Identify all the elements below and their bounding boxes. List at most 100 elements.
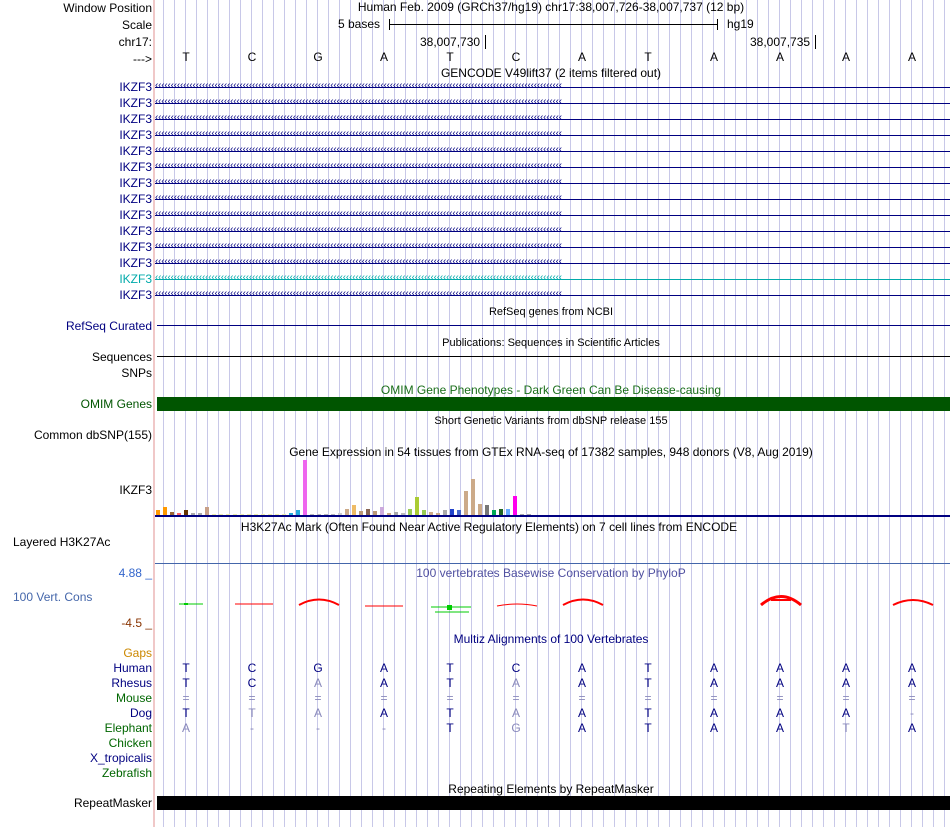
gencode-transcript[interactable]: ‹‹‹‹‹‹‹‹‹‹‹‹‹‹‹‹‹‹‹‹‹‹‹‹‹‹‹‹‹‹‹‹‹‹‹‹‹‹‹‹… xyxy=(155,192,950,206)
gencode-transcript[interactable]: ‹‹‹‹‹‹‹‹‹‹‹‹‹‹‹‹‹‹‹‹‹‹‹‹‹‹‹‹‹‹‹‹‹‹‹‹‹‹‹‹… xyxy=(155,112,950,126)
species-label[interactable]: Zebrafish xyxy=(101,766,152,780)
gtex-tissue-bar[interactable] xyxy=(296,510,300,515)
gtex-tissue-bar[interactable] xyxy=(366,509,370,515)
gtex-tissue-bar[interactable] xyxy=(170,512,174,515)
gtex-tissue-bar[interactable] xyxy=(324,514,328,515)
gencode-transcript[interactable]: ‹‹‹‹‹‹‹‹‹‹‹‹‹‹‹‹‹‹‹‹‹‹‹‹‹‹‹‹‹‹‹‹‹‹‹‹‹‹‹‹… xyxy=(155,160,950,174)
gencode-item-label[interactable]: IKZF3 xyxy=(119,208,152,222)
gtex-tissue-bar[interactable] xyxy=(352,505,356,515)
rmsk-track-title[interactable]: Repeating Elements by RepeatMasker xyxy=(448,782,654,796)
publications-track-title[interactable]: Publications: Sequences in Scientific Ar… xyxy=(442,337,660,349)
gtex-tissue-bar[interactable] xyxy=(464,491,468,515)
gtex-tissue-bar[interactable] xyxy=(408,509,412,515)
gtex-tissue-bar[interactable] xyxy=(401,513,405,515)
gencode-transcript[interactable]: ‹‹‹‹‹‹‹‹‹‹‹‹‹‹‹‹‹‹‹‹‹‹‹‹‹‹‹‹‹‹‹‹‹‹‹‹‹‹‹‹… xyxy=(155,272,950,286)
species-label[interactable]: Rhesus xyxy=(111,676,152,690)
species-label[interactable]: Chicken xyxy=(108,736,152,750)
gtex-tissue-bar[interactable] xyxy=(331,514,335,515)
gtex-tissue-bar[interactable] xyxy=(394,512,398,515)
h3k27ac-signal-line[interactable] xyxy=(155,563,950,564)
gtex-tissue-bar[interactable] xyxy=(317,514,321,515)
gencode-transcript[interactable]: ‹‹‹‹‹‹‹‹‹‹‹‹‹‹‹‹‹‹‹‹‹‹‹‹‹‹‹‹‹‹‹‹‹‹‹‹‹‹‹‹… xyxy=(155,144,950,158)
gtex-tissue-bar[interactable] xyxy=(191,513,195,515)
gtex-tissue-bar[interactable] xyxy=(205,507,209,515)
gtex-tissue-bar[interactable] xyxy=(163,507,167,515)
gtex-tissue-bar[interactable] xyxy=(359,511,363,515)
gtex-tissue-bar[interactable] xyxy=(268,514,272,515)
scale-label[interactable]: Scale xyxy=(121,18,152,32)
refseq-label[interactable]: RefSeq Curated xyxy=(65,319,152,333)
gtex-tissue-bar[interactable] xyxy=(506,509,510,515)
gencode-transcript[interactable]: ‹‹‹‹‹‹‹‹‹‹‹‹‹‹‹‹‹‹‹‹‹‹‹‹‹‹‹‹‹‹‹‹‹‹‹‹‹‹‹‹… xyxy=(155,96,950,110)
dbsnp-label[interactable]: Common dbSNP(155) xyxy=(33,428,152,442)
gtex-tissue-bar[interactable] xyxy=(373,511,377,515)
gencode-transcript[interactable]: ‹‹‹‹‹‹‹‹‹‹‹‹‹‹‹‹‹‹‹‹‹‹‹‹‹‹‹‹‹‹‹‹‹‹‹‹‹‹‹‹… xyxy=(155,224,950,238)
species-label[interactable]: Dog xyxy=(129,706,152,720)
gtex-tissue-bar[interactable] xyxy=(520,514,524,515)
gencode-item-label[interactable]: IKZF3 xyxy=(119,288,152,302)
sequences-label[interactable]: Sequences xyxy=(91,350,152,364)
gencode-item-label[interactable]: IKZF3 xyxy=(119,256,152,270)
gencode-item-label[interactable]: IKZF3 xyxy=(119,80,152,94)
repeatmasker-label[interactable]: RepeatMasker xyxy=(73,796,152,810)
gtex-tissue-bar[interactable] xyxy=(282,514,286,515)
species-label[interactable]: Mouse xyxy=(115,691,152,705)
gtex-tissue-bar[interactable] xyxy=(219,514,223,515)
omim-label[interactable]: OMIM Genes xyxy=(80,397,152,411)
gencode-track-title[interactable]: GENCODE V49lift37 (2 items filtered out) xyxy=(440,66,662,80)
gaps-label[interactable]: Gaps xyxy=(123,646,152,660)
gencode-transcript[interactable]: ‹‹‹‹‹‹‹‹‹‹‹‹‹‹‹‹‹‹‹‹‹‹‹‹‹‹‹‹‹‹‹‹‹‹‹‹‹‹‹‹… xyxy=(155,208,950,222)
species-label[interactable]: Human xyxy=(113,661,152,675)
refseq-track-title[interactable]: RefSeq genes from NCBI xyxy=(488,306,614,318)
gtex-tissue-bar[interactable] xyxy=(457,510,461,515)
gencode-item-label[interactable]: IKZF3 xyxy=(119,224,152,238)
dbsnp-track-title[interactable]: Short Genetic Variants from dbSNP releas… xyxy=(434,415,668,427)
gtex-tissue-bar[interactable] xyxy=(380,507,384,515)
gtex-tissue-bar[interactable] xyxy=(436,513,440,515)
gencode-item-label[interactable]: IKZF3 xyxy=(119,272,152,286)
gtex-tissue-bar[interactable] xyxy=(387,513,391,515)
gencode-item-label[interactable]: IKZF3 xyxy=(119,128,152,142)
gencode-item-label[interactable]: IKZF3 xyxy=(119,160,152,174)
gencode-item-label[interactable]: IKZF3 xyxy=(119,96,152,110)
gtex-tissue-bar[interactable] xyxy=(422,510,426,515)
gtex-tissue-bar[interactable] xyxy=(247,514,251,515)
gtex-track-title[interactable]: Gene Expression in 54 tissues from GTEx … xyxy=(289,445,813,459)
gtex-tissue-bar[interactable] xyxy=(156,510,160,515)
omim-track-title[interactable]: OMIM Gene Phenotypes - Dark Green Can Be… xyxy=(380,383,722,397)
track-display-area[interactable]: Human Feb. 2009 (GRCh37/hg19) chr17:38,0… xyxy=(155,0,950,827)
gtex-tissue-bar[interactable] xyxy=(471,479,475,515)
h3k27ac-track-title[interactable]: H3K27Ac Mark (Often Found Near Active Re… xyxy=(240,520,738,534)
gencode-transcript[interactable]: ‹‹‹‹‹‹‹‹‹‹‹‹‹‹‹‹‹‹‹‹‹‹‹‹‹‹‹‹‹‹‹‹‹‹‹‹‹‹‹‹… xyxy=(155,240,950,254)
refseq-gene-line[interactable] xyxy=(157,325,950,326)
window-position-label[interactable]: Window Position xyxy=(63,1,152,15)
species-label[interactable]: Elephant xyxy=(104,721,152,735)
cons-label[interactable]: 100 Vert. Cons xyxy=(13,590,93,604)
publications-sequence-line[interactable] xyxy=(157,356,950,357)
strand-label[interactable]: ---> xyxy=(133,52,152,66)
gtex-tissue-bar[interactable] xyxy=(261,514,265,515)
gtex-tissue-bar[interactable] xyxy=(240,514,244,515)
gtex-tissue-bar[interactable] xyxy=(184,510,188,515)
gtex-tissue-bar[interactable] xyxy=(198,513,202,515)
gtex-gene-label[interactable]: IKZF3 xyxy=(119,483,152,497)
gtex-tissue-bar[interactable] xyxy=(443,510,447,515)
gencode-item-label[interactable]: IKZF3 xyxy=(119,112,152,126)
gtex-tissue-bar[interactable] xyxy=(289,513,293,515)
species-label[interactable]: X_tropicalis xyxy=(89,751,152,765)
multiz-track-title[interactable]: Multiz Alignments of 100 Vertebrates xyxy=(453,632,649,646)
gtex-bar-chart[interactable] xyxy=(155,460,950,517)
gtex-tissue-bar[interactable] xyxy=(492,510,496,515)
gtex-tissue-bar[interactable] xyxy=(478,504,482,515)
gencode-item-label[interactable]: IKZF3 xyxy=(119,176,152,190)
snps-label[interactable]: SNPs xyxy=(121,366,152,380)
gtex-tissue-bar[interactable] xyxy=(233,514,237,515)
gencode-transcript[interactable]: ‹‹‹‹‹‹‹‹‹‹‹‹‹‹‹‹‹‹‹‹‹‹‹‹‹‹‹‹‹‹‹‹‹‹‹‹‹‹‹‹… xyxy=(155,288,950,302)
gtex-tissue-bar[interactable] xyxy=(275,514,279,515)
gtex-tissue-bar[interactable] xyxy=(254,514,258,515)
gencode-item-label[interactable]: IKZF3 xyxy=(119,192,152,206)
gencode-transcript[interactable]: ‹‹‹‹‹‹‹‹‹‹‹‹‹‹‹‹‹‹‹‹‹‹‹‹‹‹‹‹‹‹‹‹‹‹‹‹‹‹‹‹… xyxy=(155,176,950,190)
phylop-conservation-plot[interactable] xyxy=(155,590,950,618)
gtex-tissue-bar[interactable] xyxy=(177,513,181,515)
gtex-tissue-bar[interactable] xyxy=(429,512,433,515)
